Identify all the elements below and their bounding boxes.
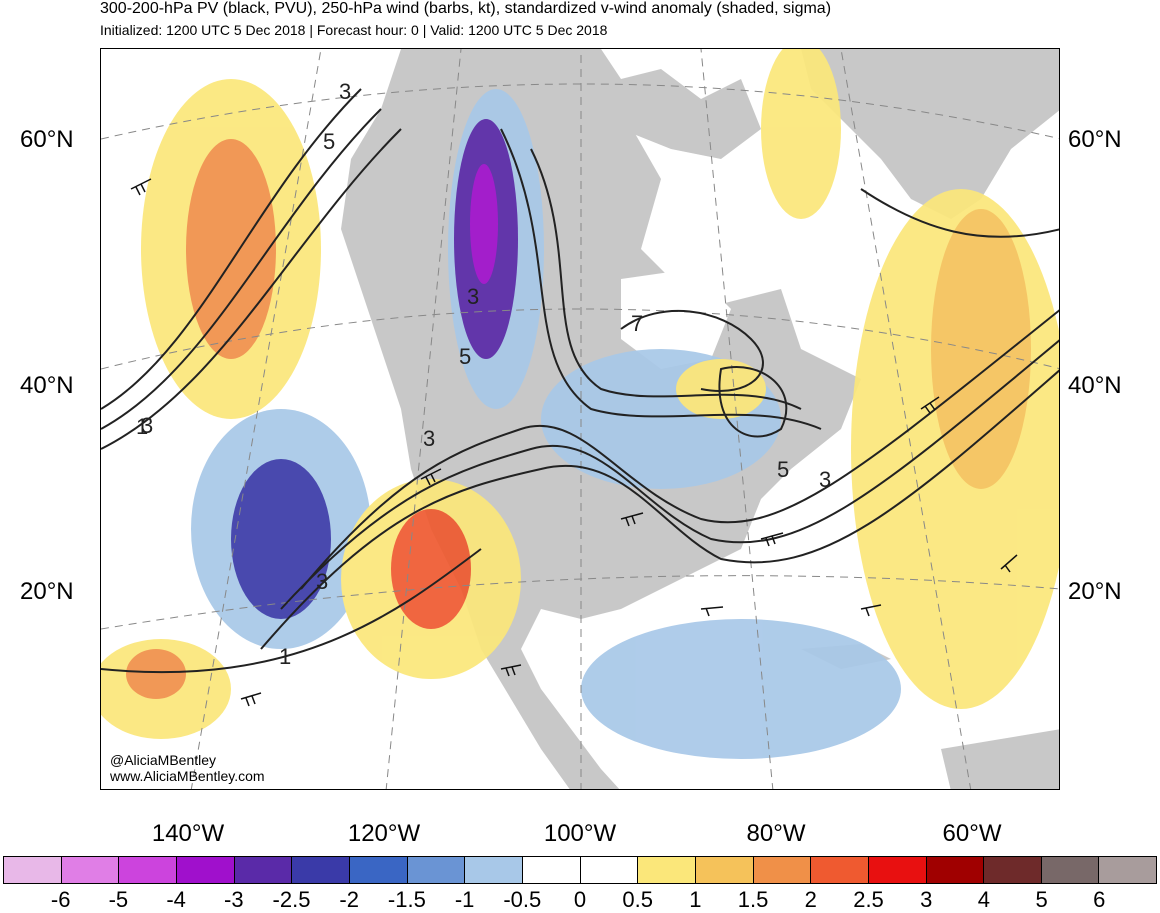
pv-label: 3 <box>141 413 153 438</box>
colorbar-cell <box>638 857 696 883</box>
lat-label-40n-right: 40°N <box>1068 372 1122 399</box>
colorbar-cell <box>926 857 985 883</box>
pv-label: 5 <box>323 129 335 154</box>
colorbar-cell <box>695 857 754 883</box>
pv-label: 3 <box>339 79 351 104</box>
colorbar-label: -1 <box>454 887 475 912</box>
credit-url: www.AliciaMBentley.com <box>110 768 265 784</box>
lat-label-40n-left: 40°N <box>20 372 74 399</box>
colorbar-cell <box>119 857 177 883</box>
colorbar-label: 5 <box>1035 887 1048 912</box>
colorbar-label: -2.5 <box>272 887 311 912</box>
colorbar-label: -4 <box>166 887 186 912</box>
colorbar-label: -2 <box>339 887 359 912</box>
colorbar-cell <box>176 857 235 883</box>
map-canvas: 3 5 3 5 3 7 3 3 5 3 1 1 <box>101 49 1059 789</box>
pv-label: 5 <box>777 457 789 482</box>
anomaly-pos-alaska-core <box>186 139 276 359</box>
anomaly-pos-labrador <box>676 359 766 419</box>
pv-contour-labels: 3 5 3 5 3 7 3 3 5 3 1 1 <box>136 79 831 669</box>
arctic-islands-land <box>431 49 761 159</box>
colorbar-cell <box>1099 857 1157 883</box>
pv-label: 3 <box>423 426 435 451</box>
anomaly-pos-hawaii-core <box>126 649 186 699</box>
colorbar-label: 0.5 <box>622 887 653 912</box>
hudson-bay <box>621 269 731 369</box>
lat-label-20n-left: 20°N <box>20 578 74 605</box>
anomaly-neg-pacific-core <box>231 459 331 619</box>
colorbar-cell <box>465 857 523 883</box>
colorbar-label: -0.5 <box>503 887 542 912</box>
lat-label-60n-right: 60°N <box>1068 126 1122 153</box>
anomaly-pos-greenland <box>761 49 841 219</box>
lon-label-140w: 140°W <box>151 820 225 847</box>
weather-map: 3 5 3 5 3 7 3 3 5 3 1 1 <box>100 48 1060 790</box>
colorbar-cell <box>1041 857 1100 883</box>
colorbar-label: 2.5 <box>853 887 884 912</box>
pv-label: 5 <box>459 344 471 369</box>
colorbar-cell <box>580 857 639 883</box>
pv-label: 1 <box>136 414 148 439</box>
colorbar-cell <box>753 857 812 883</box>
credit-handle: @AliciaMBentley <box>110 752 217 768</box>
colorbar-cell <box>522 857 581 883</box>
colorbar-cell <box>4 857 62 883</box>
lon-label-60w: 60°W <box>942 820 1002 847</box>
lon-label-120w: 120°W <box>347 820 421 847</box>
anomaly-neg-gulf <box>581 619 901 759</box>
colorbar-label: 6 <box>1093 887 1106 912</box>
colorbar-cell <box>811 857 869 883</box>
pv-label: 7 <box>631 311 643 336</box>
lat-lon-grid <box>101 49 1059 789</box>
colorbar-label: 4 <box>977 887 991 912</box>
colorbar-label: 0 <box>573 887 587 912</box>
colorbar-label: -3 <box>224 887 244 912</box>
colorbar-label: -1.5 <box>387 887 426 912</box>
colorbar <box>3 856 1157 884</box>
colorbar-label: -5 <box>108 887 129 912</box>
colorbar-cell <box>407 857 466 883</box>
lat-label-60n-left: 60°N <box>20 126 74 153</box>
pv-contours <box>101 88 1059 674</box>
map-title: 300-200-hPa PV (black, PVU), 250-hPa win… <box>100 0 832 17</box>
pv-label: 3 <box>316 569 328 594</box>
pv-label: 3 <box>819 467 831 492</box>
greenland-land <box>801 49 1059 219</box>
anomaly-pos-west-us-core <box>391 509 471 629</box>
lon-label-80w: 80°W <box>746 820 806 847</box>
colorbar-cell <box>234 857 293 883</box>
lat-label-20n-right: 20°N <box>1068 578 1122 605</box>
map-subtitle: Initialized: 1200 UTC 5 Dec 2018 | Forec… <box>100 22 608 38</box>
colorbar-cell <box>984 857 1042 883</box>
colorbar-label: 2 <box>804 887 817 912</box>
anomaly-pos-atlantic-core <box>931 209 1031 489</box>
pv-label: 3 <box>467 284 479 309</box>
colorbar-label: 3 <box>920 887 933 912</box>
south-america-land <box>941 729 1059 789</box>
pv-label: 1 <box>279 644 291 669</box>
colorbar-cell <box>868 857 927 883</box>
colorbar-cell <box>349 857 408 883</box>
colorbar-label: 1.5 <box>737 887 769 912</box>
lon-label-100w: 100°W <box>543 820 617 847</box>
colorbar-label: 1 <box>689 887 702 912</box>
anomaly-neg-north-peak <box>470 164 498 284</box>
colorbar-cell <box>61 857 120 883</box>
colorbar-cell <box>292 857 350 883</box>
colorbar-label: -6 <box>50 887 71 912</box>
wind-barbs <box>130 178 1018 707</box>
